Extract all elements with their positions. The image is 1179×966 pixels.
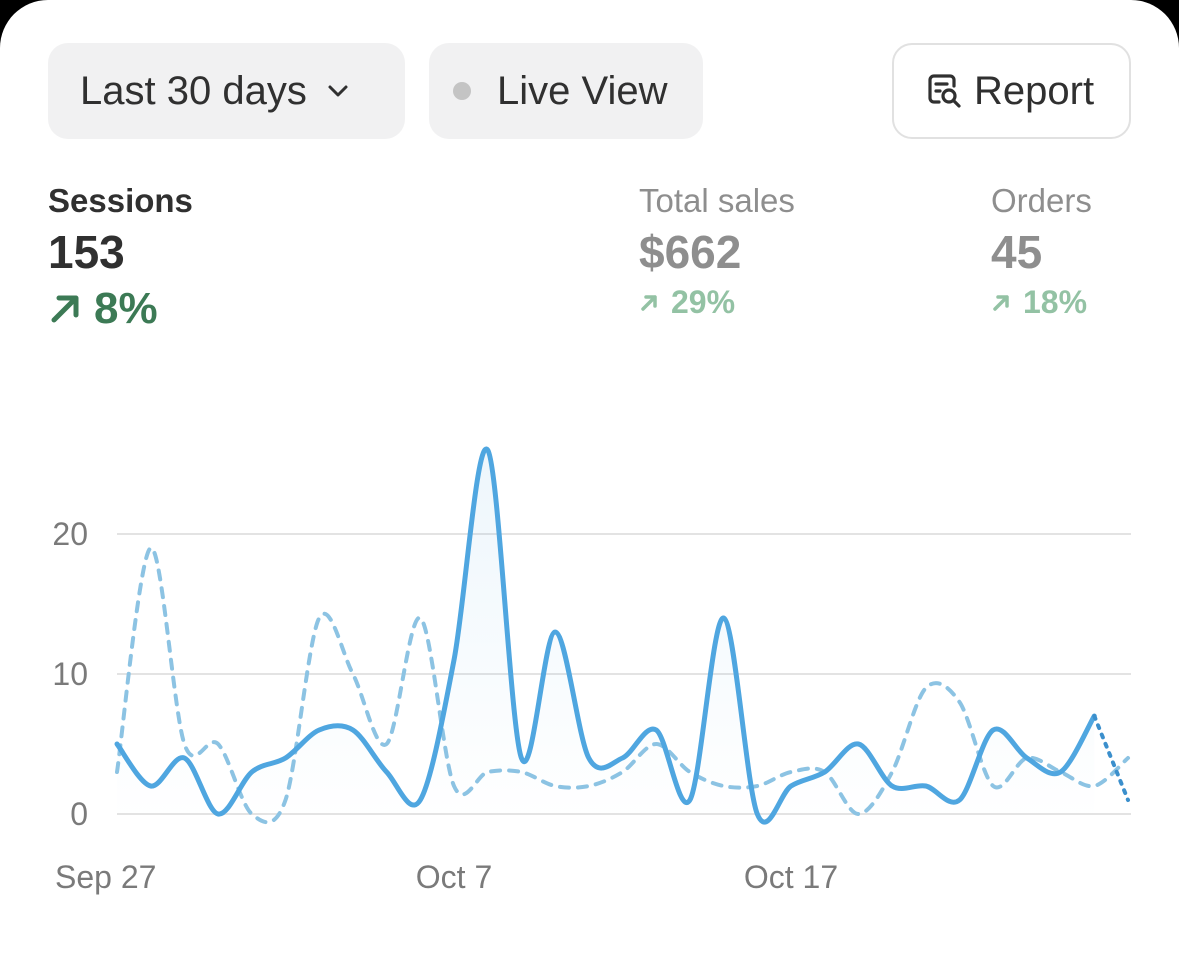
comparison-series-point bbox=[249, 811, 255, 817]
current-series-line bbox=[114, 446, 1097, 825]
comparison-series-point bbox=[855, 811, 861, 817]
sessions-change: 8% bbox=[48, 284, 193, 334]
report-button[interactable]: Report bbox=[892, 43, 1131, 139]
current-series-point bbox=[957, 797, 963, 803]
comparison-series-point bbox=[148, 545, 154, 551]
comparison-series-point bbox=[451, 783, 457, 789]
current-series-point bbox=[889, 783, 895, 789]
current-series-point bbox=[653, 727, 659, 733]
y-tick-label: 20 bbox=[52, 516, 88, 552]
x-tick-label: Sep 27 bbox=[55, 859, 156, 895]
current-series-point bbox=[687, 797, 693, 803]
current-series-partial-segment bbox=[1092, 714, 1130, 802]
current-series-point bbox=[754, 811, 760, 817]
comparison-series-point bbox=[316, 615, 322, 621]
comparison-series-point bbox=[114, 769, 120, 775]
total-sales-value: $662 bbox=[639, 226, 742, 278]
current-series-point bbox=[788, 783, 794, 789]
comparison-series-point bbox=[350, 671, 356, 677]
current-series-point bbox=[249, 769, 255, 775]
sessions-label: Sessions bbox=[48, 182, 193, 219]
comparison-series-point bbox=[215, 741, 221, 747]
comparison-series-point bbox=[283, 797, 289, 803]
current-series-point bbox=[485, 447, 491, 453]
comparison-series-point bbox=[1024, 755, 1030, 761]
live-view-label: Live View bbox=[497, 68, 668, 113]
metric-total-sales[interactable]: Total sales $662 29% bbox=[639, 180, 795, 321]
total-sales-change-value: 29% bbox=[671, 284, 736, 320]
sessions-value: 153 bbox=[48, 226, 125, 278]
comparison-series-point bbox=[620, 769, 626, 775]
current-series-point bbox=[316, 727, 322, 733]
current-series-point bbox=[384, 769, 390, 775]
current-series-point bbox=[923, 783, 929, 789]
total-sales-change: 29% bbox=[639, 284, 795, 321]
total-sales-label: Total sales bbox=[639, 182, 795, 219]
comparison-series-point bbox=[822, 769, 828, 775]
live-status-dot-icon bbox=[453, 82, 471, 100]
y-tick-label: 10 bbox=[52, 656, 88, 692]
sessions-change-value: 8% bbox=[94, 284, 158, 333]
comparison-series-point bbox=[754, 783, 760, 789]
x-tick-label: Oct 7 bbox=[416, 859, 492, 895]
comparison-series-point bbox=[552, 783, 558, 789]
report-search-icon bbox=[928, 74, 961, 108]
current-series-point bbox=[518, 755, 524, 761]
y-tick-label: 0 bbox=[70, 796, 88, 832]
current-series-point bbox=[721, 615, 727, 621]
current-series-point bbox=[148, 783, 154, 789]
metric-sessions[interactable]: Sessions 153 8% bbox=[48, 180, 193, 334]
orders-change: 18% bbox=[991, 284, 1092, 321]
current-series-point bbox=[417, 797, 423, 803]
report-label: Report bbox=[974, 68, 1095, 113]
live-view-button[interactable]: Live View bbox=[429, 43, 703, 139]
comparison-series-point bbox=[990, 783, 996, 789]
comparison-series-point bbox=[653, 741, 659, 747]
arrow-up-right-icon bbox=[993, 294, 1009, 311]
metric-orders[interactable]: Orders 45 18% bbox=[991, 180, 1092, 321]
comparison-series-point bbox=[485, 769, 491, 775]
comparison-series-point bbox=[586, 783, 592, 789]
current-series-point bbox=[1125, 797, 1131, 803]
current-series-point bbox=[215, 811, 221, 817]
current-series-point bbox=[114, 741, 120, 747]
current-series-point bbox=[451, 657, 457, 663]
current-series-point bbox=[283, 755, 289, 761]
comparison-series-point bbox=[1125, 755, 1131, 761]
comparison-series-point bbox=[721, 783, 727, 789]
comparison-series-point bbox=[788, 769, 794, 775]
arrow-up-right-icon bbox=[641, 294, 657, 311]
comparison-series-point bbox=[181, 741, 187, 747]
comparison-series-point bbox=[1091, 783, 1097, 789]
comparison-series-point bbox=[1058, 769, 1064, 775]
comparison-series-point bbox=[518, 769, 524, 775]
comparison-series-point bbox=[417, 615, 423, 621]
current-series-point bbox=[181, 755, 187, 761]
comparison-series-point bbox=[384, 741, 390, 747]
current-series-point bbox=[552, 629, 558, 635]
current-series-point bbox=[620, 755, 626, 761]
comparison-series-point bbox=[957, 699, 963, 705]
orders-label: Orders bbox=[991, 182, 1092, 219]
comparison-series-point bbox=[687, 769, 693, 775]
current-series-point bbox=[990, 727, 996, 733]
current-series-point bbox=[855, 741, 861, 747]
current-series-point bbox=[1091, 713, 1097, 719]
arrow-up-right-icon bbox=[51, 295, 79, 323]
x-tick-label: Oct 17 bbox=[744, 859, 838, 895]
comparison-series-point bbox=[923, 685, 929, 691]
orders-value: 45 bbox=[991, 226, 1043, 278]
current-series-point bbox=[586, 755, 592, 761]
current-series-point bbox=[350, 727, 356, 733]
comparison-series-point bbox=[889, 769, 895, 775]
chevron-down-icon bbox=[328, 85, 348, 97]
comparison-series-line bbox=[115, 545, 1130, 825]
date-range-dropdown[interactable]: Last 30 days bbox=[48, 43, 405, 139]
current-series-area bbox=[117, 448, 1095, 823]
date-range-label: Last 30 days bbox=[80, 68, 307, 113]
orders-change-value: 18% bbox=[1023, 284, 1088, 320]
